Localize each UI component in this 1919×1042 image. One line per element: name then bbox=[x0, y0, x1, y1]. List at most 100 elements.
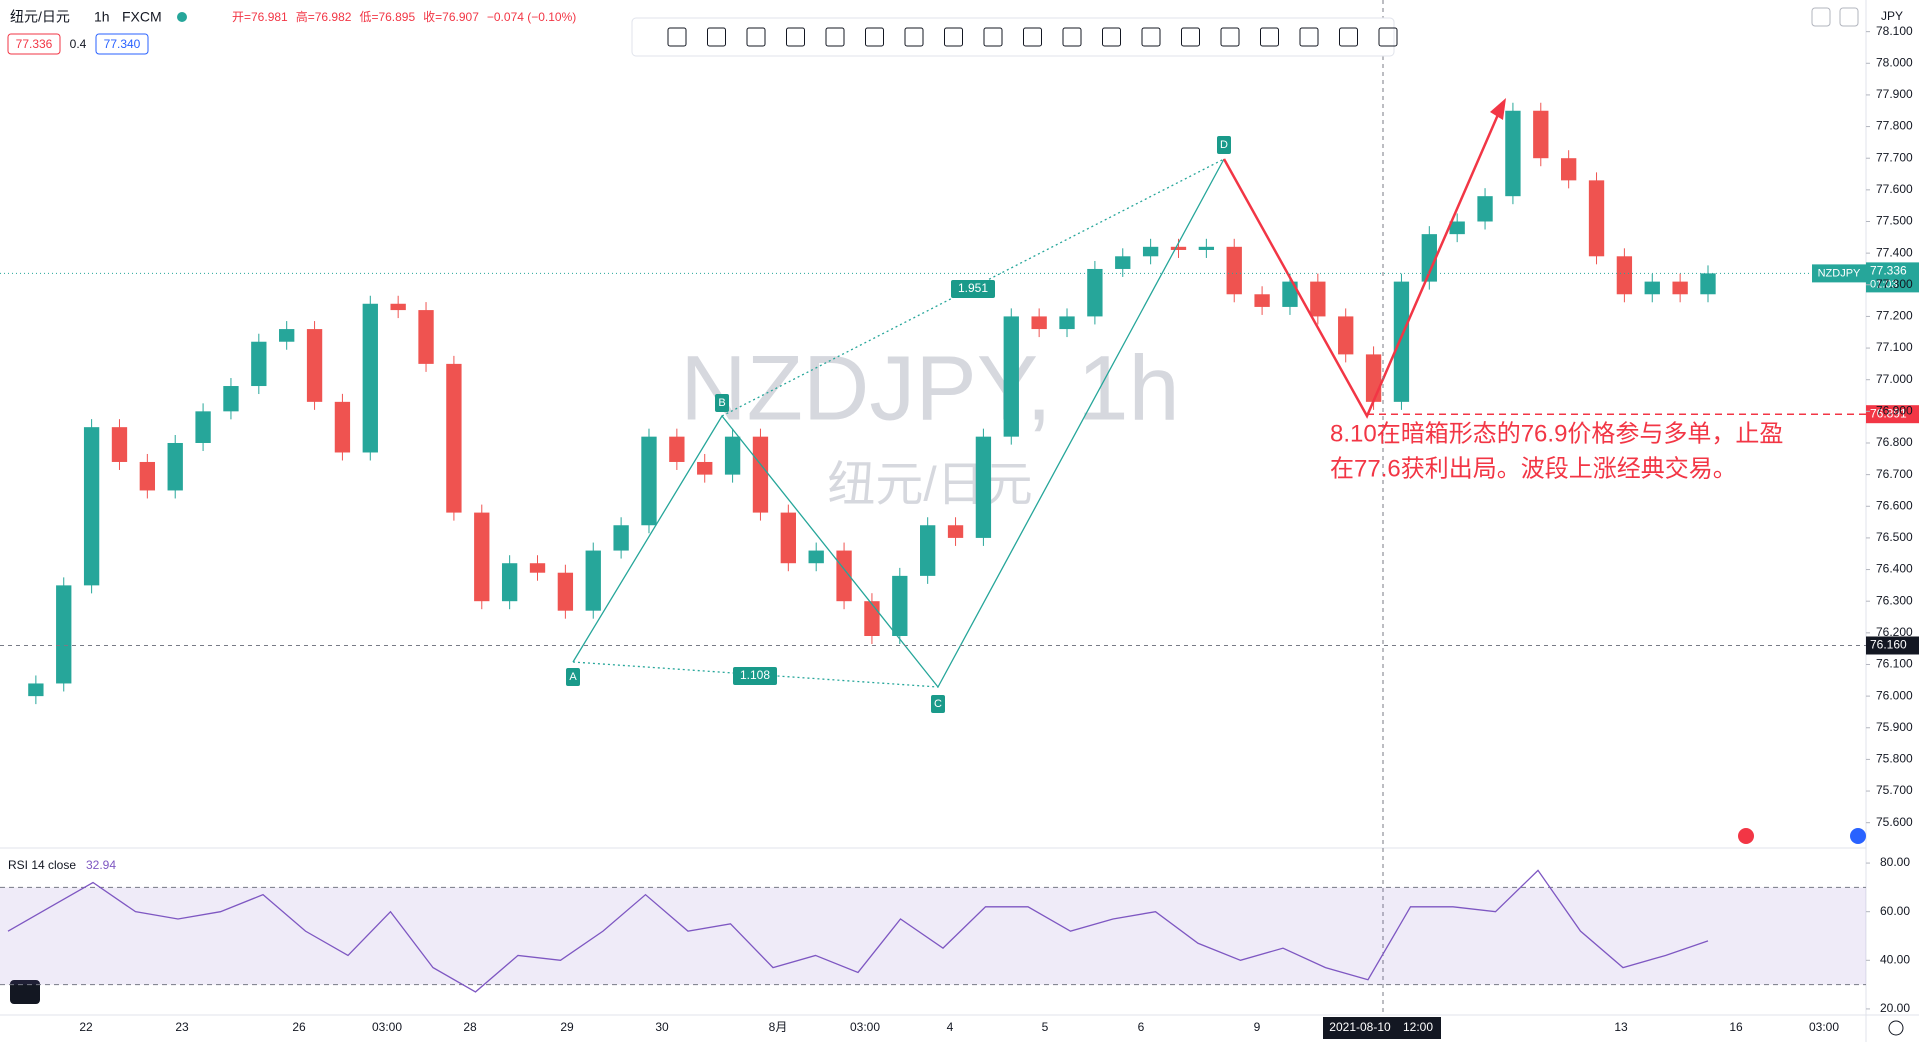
tool-icon[interactable] bbox=[1181, 27, 1200, 47]
candle-body bbox=[1477, 196, 1493, 222]
time-highlight bbox=[1323, 1017, 1441, 1039]
candle-body bbox=[474, 512, 490, 602]
y-tick-label: 75.700 bbox=[1876, 783, 1913, 797]
candle-body bbox=[139, 461, 156, 491]
candle-body bbox=[1505, 110, 1521, 197]
candle-body bbox=[1142, 246, 1159, 257]
y-tick-label: 77.300 bbox=[1876, 277, 1913, 291]
tool-icon[interactable] bbox=[1339, 27, 1358, 47]
y-tick-label: 76.300 bbox=[1876, 593, 1913, 607]
rsi-band bbox=[0, 887, 1866, 985]
logo[interactable] bbox=[10, 980, 40, 1004]
candle-body bbox=[585, 550, 601, 611]
y-tick-label: 77.800 bbox=[1876, 119, 1913, 133]
candle-body bbox=[390, 303, 406, 311]
x-tick-label: 03:00 bbox=[1809, 1020, 1839, 1034]
y-tick-label: 77.000 bbox=[1876, 372, 1913, 386]
bid-box[interactable] bbox=[7, 33, 61, 55]
candles bbox=[28, 102, 1716, 705]
x-tick-label: 26 bbox=[292, 1020, 306, 1034]
y-tick-label: 77.900 bbox=[1876, 87, 1913, 101]
candle-body bbox=[864, 601, 880, 636]
currency[interactable]: JPY bbox=[1881, 9, 1903, 23]
rsi-value: 32.94 bbox=[86, 858, 116, 872]
ask-box[interactable] bbox=[95, 33, 149, 55]
candle-body bbox=[836, 550, 852, 602]
arrow-head bbox=[1490, 98, 1506, 120]
x-tick-label: 03:00 bbox=[372, 1020, 402, 1034]
down-button[interactable] bbox=[1811, 7, 1831, 27]
countdown: 01:03 bbox=[1870, 278, 1898, 290]
candle-body bbox=[947, 525, 964, 538]
pattern-point-box bbox=[566, 668, 580, 686]
candle-body bbox=[892, 575, 908, 636]
tool-icon[interactable] bbox=[707, 27, 726, 47]
flag-icon[interactable] bbox=[1850, 828, 1866, 844]
tool-icon[interactable] bbox=[1062, 27, 1082, 47]
rsi-title: RSI 14 close bbox=[8, 858, 76, 872]
x-tick-label: 22 bbox=[79, 1020, 93, 1034]
rsi-line bbox=[7, 869, 1709, 993]
rsi-tick-label: 80.00 bbox=[1880, 855, 1910, 869]
candle-body bbox=[418, 310, 434, 364]
tool-icon[interactable] bbox=[983, 27, 1003, 47]
candle-body bbox=[111, 427, 128, 462]
event-icon[interactable] bbox=[1738, 828, 1754, 844]
candle-body bbox=[1365, 354, 1382, 402]
tool-icon[interactable] bbox=[1102, 27, 1121, 47]
tool-icon[interactable] bbox=[1299, 27, 1319, 47]
source: FXCM bbox=[122, 9, 162, 25]
candle-body bbox=[1059, 316, 1075, 330]
candle-body bbox=[1031, 316, 1047, 330]
y-tick-label: 76.200 bbox=[1876, 625, 1913, 639]
pattern-dotted bbox=[572, 661, 939, 688]
candle-body bbox=[1115, 256, 1131, 269]
note-line: 在77.6获利出局。波段上涨经典交易。 bbox=[1330, 455, 1737, 482]
tool-icon[interactable] bbox=[1220, 27, 1240, 47]
tool-icon[interactable] bbox=[1378, 27, 1398, 47]
candle-body bbox=[1198, 246, 1215, 250]
tool-icon[interactable] bbox=[904, 27, 924, 47]
tool-icon[interactable] bbox=[786, 27, 805, 47]
candle-body bbox=[167, 442, 183, 491]
y-tick-label: 76.500 bbox=[1876, 530, 1913, 544]
x-tick-label: 9 bbox=[1254, 1020, 1261, 1034]
ratio: 1.951 bbox=[958, 281, 988, 295]
symbol: 纽元/日元 bbox=[10, 9, 70, 25]
candle-body bbox=[1421, 234, 1437, 282]
candle-body bbox=[446, 363, 462, 513]
fullscreen-button[interactable] bbox=[1839, 7, 1859, 27]
candle-body bbox=[334, 401, 351, 453]
ohlc-item: 收=76.907 bbox=[423, 10, 479, 24]
tool-icon[interactable] bbox=[865, 27, 884, 47]
y-tick-label: 75.800 bbox=[1876, 752, 1913, 766]
tool-icon[interactable] bbox=[1260, 27, 1279, 47]
candle-body bbox=[1672, 281, 1688, 295]
tool-icon[interactable] bbox=[1141, 27, 1161, 47]
tool-icon[interactable] bbox=[746, 27, 766, 47]
x-tick-label: 03:00 bbox=[850, 1020, 880, 1034]
symbol-tag-label: NZDJPY bbox=[1818, 267, 1861, 279]
drawing-toolbar bbox=[631, 17, 1398, 57]
tool-icon[interactable] bbox=[1023, 27, 1042, 47]
toolbar-frame bbox=[631, 17, 1395, 57]
candle-body bbox=[1449, 221, 1465, 235]
y-tick-label: 76.800 bbox=[1876, 435, 1913, 449]
pattern-point: D bbox=[1220, 139, 1228, 151]
candle-body bbox=[1003, 316, 1019, 437]
tool-icon[interactable] bbox=[667, 27, 687, 47]
y-tick-label: 76.100 bbox=[1876, 657, 1913, 671]
ratio: 1.108 bbox=[740, 668, 770, 682]
y-tick-label: 78.000 bbox=[1876, 55, 1913, 69]
ratio-box bbox=[951, 280, 995, 298]
settings[interactable] bbox=[1888, 1020, 1904, 1036]
candle-body bbox=[641, 436, 657, 526]
last-price-tag bbox=[1866, 262, 1919, 293]
tool-icon[interactable] bbox=[825, 27, 845, 47]
candle-body bbox=[752, 436, 769, 513]
tool-icon[interactable] bbox=[944, 27, 963, 47]
pattern-point-box bbox=[1217, 136, 1231, 154]
candle-body bbox=[279, 329, 295, 342]
pattern-point: B bbox=[718, 397, 725, 409]
